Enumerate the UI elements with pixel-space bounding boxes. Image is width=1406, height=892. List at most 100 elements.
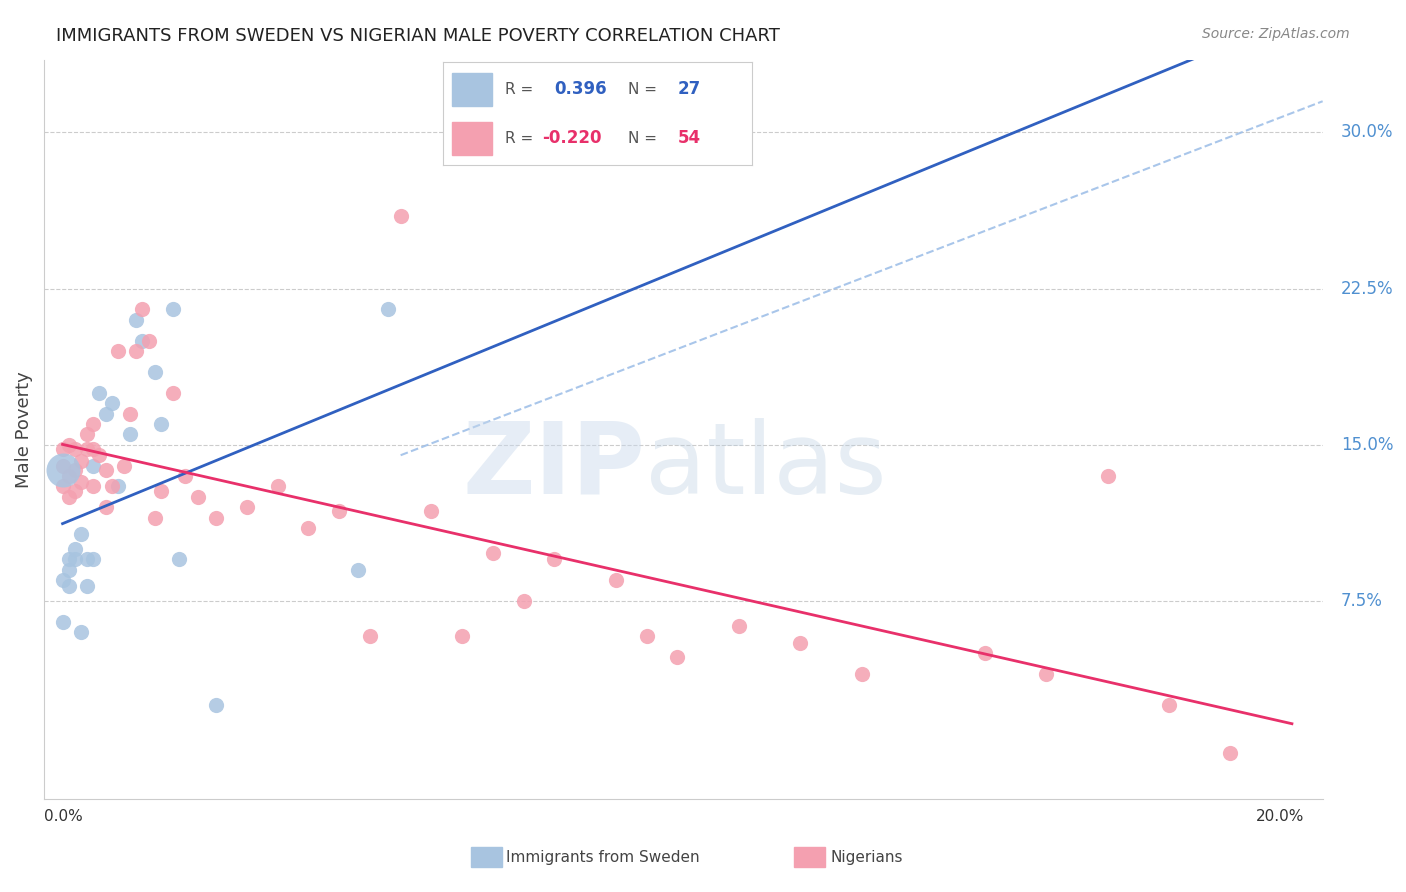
Point	[389, 209, 412, 223]
Text: ZIP: ZIP	[463, 417, 645, 515]
Point	[70, 625, 93, 640]
Point	[89, 385, 111, 400]
Point	[76, 427, 98, 442]
Text: R =: R =	[505, 81, 533, 96]
Point	[328, 504, 350, 518]
Point	[63, 552, 86, 566]
Text: 27: 27	[678, 80, 702, 98]
Text: Source: ZipAtlas.com: Source: ZipAtlas.com	[1202, 27, 1350, 41]
Point	[359, 629, 381, 643]
Text: 0.396: 0.396	[554, 80, 607, 98]
Point	[58, 438, 80, 452]
Point	[236, 500, 259, 515]
Text: 7.5%: 7.5%	[1341, 592, 1384, 610]
Point	[51, 479, 73, 493]
Point	[82, 458, 104, 473]
Point	[82, 417, 104, 431]
Point	[120, 407, 142, 421]
Point	[1219, 746, 1241, 760]
Text: IMMIGRANTS FROM SWEDEN VS NIGERIAN MALE POVERTY CORRELATION CHART: IMMIGRANTS FROM SWEDEN VS NIGERIAN MALE …	[56, 27, 780, 45]
Point	[1035, 666, 1057, 681]
Point	[107, 479, 129, 493]
Point	[169, 552, 191, 566]
Point	[482, 546, 505, 560]
Point	[666, 650, 689, 665]
Point	[1097, 469, 1119, 483]
Point	[58, 563, 80, 577]
Point	[120, 427, 142, 442]
Text: 30.0%: 30.0%	[1341, 123, 1393, 142]
Point	[51, 458, 73, 473]
Text: -0.220: -0.220	[541, 129, 602, 147]
Text: 22.5%: 22.5%	[1341, 280, 1393, 298]
Point	[149, 417, 172, 431]
Point	[789, 635, 811, 649]
Point	[70, 527, 93, 541]
Point	[149, 483, 172, 498]
Y-axis label: Male Poverty: Male Poverty	[15, 371, 32, 488]
Point	[63, 442, 86, 456]
Point	[205, 698, 228, 712]
Point	[76, 442, 98, 456]
Point	[187, 490, 209, 504]
Point	[420, 504, 443, 518]
Text: 15.0%: 15.0%	[1341, 436, 1393, 454]
Point	[76, 579, 98, 593]
Text: R =: R =	[505, 131, 533, 146]
Point	[82, 442, 104, 456]
Bar	[453, 122, 492, 155]
Text: N =: N =	[628, 81, 658, 96]
Text: 20.0%: 20.0%	[1256, 809, 1305, 824]
Point	[63, 541, 86, 556]
Point	[58, 552, 80, 566]
Point	[162, 385, 184, 400]
Point	[89, 448, 111, 462]
Text: Nigerians: Nigerians	[831, 850, 904, 864]
Point	[1157, 698, 1180, 712]
Point	[205, 510, 228, 524]
Point	[131, 302, 153, 317]
Point	[94, 500, 117, 515]
Bar	[453, 73, 492, 105]
Point	[94, 463, 117, 477]
Point	[138, 334, 160, 348]
Point	[63, 463, 86, 477]
Text: atlas: atlas	[645, 417, 887, 515]
Point	[76, 552, 98, 566]
Point	[82, 479, 104, 493]
Point	[51, 442, 73, 456]
Point	[125, 344, 148, 359]
Point	[377, 302, 399, 317]
Point	[267, 479, 290, 493]
Point	[346, 563, 368, 577]
Point	[51, 615, 73, 629]
Point	[512, 594, 534, 608]
Point	[162, 302, 184, 317]
Point	[543, 552, 565, 566]
Point	[58, 579, 80, 593]
Text: 54: 54	[678, 129, 702, 147]
Point	[82, 552, 104, 566]
Point	[143, 365, 166, 379]
Point	[143, 510, 166, 524]
Text: 0.0%: 0.0%	[44, 809, 83, 824]
Point	[973, 646, 995, 660]
Point	[63, 483, 86, 498]
Point	[51, 463, 73, 477]
Point	[297, 521, 319, 535]
Point	[70, 475, 93, 490]
Point	[58, 490, 80, 504]
Point	[112, 458, 135, 473]
Point	[451, 629, 474, 643]
Point	[851, 666, 873, 681]
Point	[107, 344, 129, 359]
Point	[636, 629, 658, 643]
Point	[51, 573, 73, 587]
Point	[100, 479, 122, 493]
Point	[131, 334, 153, 348]
Point	[100, 396, 122, 410]
Point	[58, 469, 80, 483]
Point	[605, 573, 627, 587]
Text: Immigrants from Sweden: Immigrants from Sweden	[506, 850, 700, 864]
Point	[174, 469, 197, 483]
